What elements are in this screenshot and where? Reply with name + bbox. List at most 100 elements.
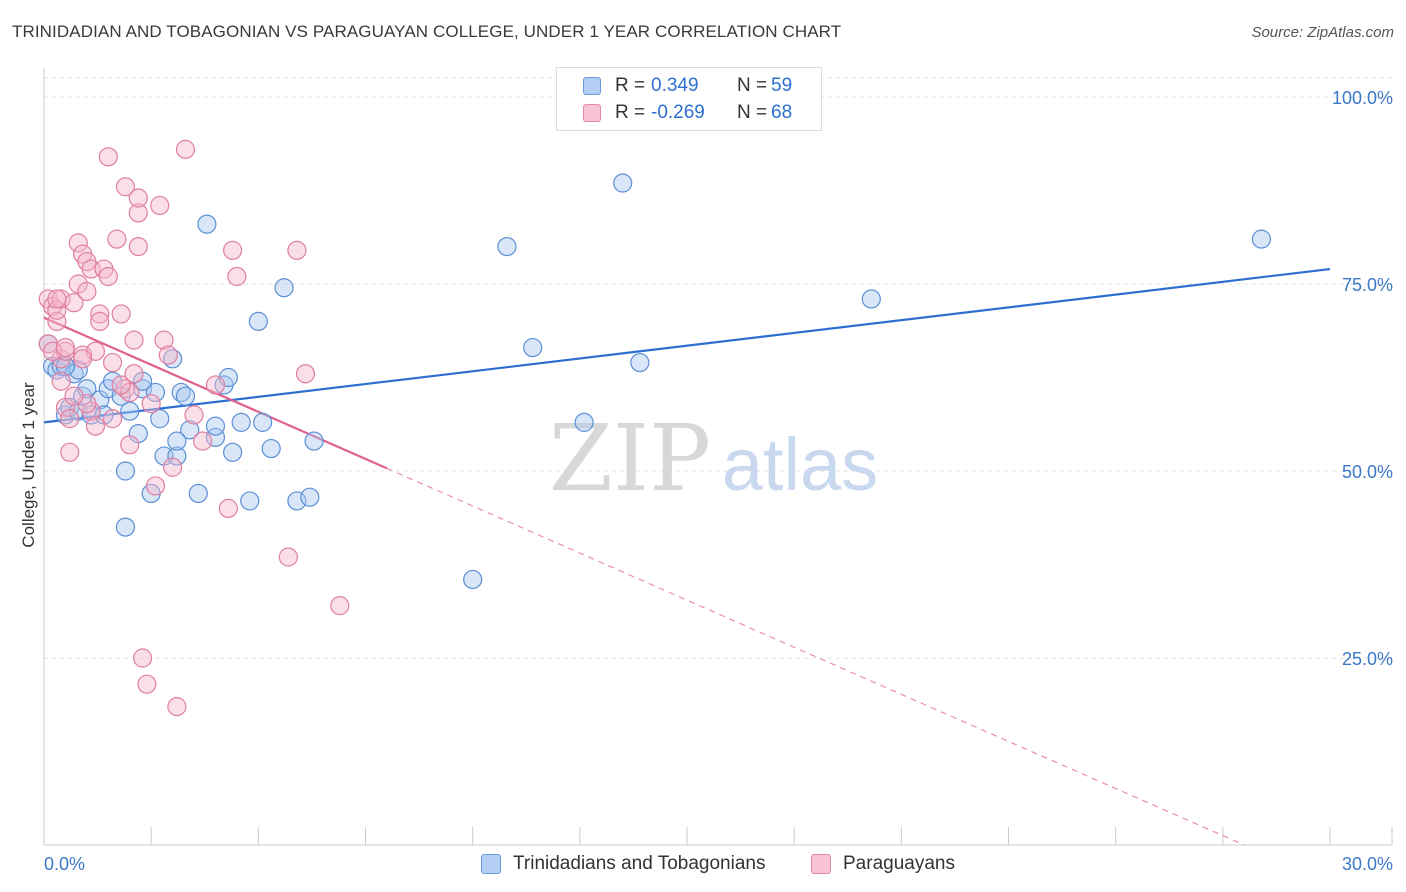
data-point-blue — [240, 491, 260, 511]
r-value: 0.349 — [651, 75, 699, 96]
data-point-pink — [175, 139, 196, 159]
data-point-pink — [115, 177, 136, 197]
data-point-pink — [154, 330, 174, 350]
data-point-blue — [132, 379, 153, 399]
data-point-pink — [128, 203, 148, 223]
data-point-pink — [128, 188, 148, 208]
data-point-pink — [145, 476, 166, 496]
data-point-pink — [128, 237, 148, 257]
r-label: R = — [615, 102, 646, 123]
data-point-pink — [111, 375, 131, 395]
data-point-pink — [167, 697, 187, 717]
data-point-blue — [167, 446, 187, 466]
data-point-blue — [630, 352, 650, 373]
trend-line-extension-pink — [386, 467, 1245, 846]
data-point-pink — [55, 337, 76, 358]
data-point-blue — [175, 386, 196, 406]
legend-item-trinidadians[interactable]: Trinidadians and Tobagonians — [481, 852, 765, 876]
data-point-blue — [261, 438, 281, 459]
n-label: N = — [737, 75, 768, 96]
data-point-blue — [197, 214, 217, 234]
stats-legend: R = 0.349 N = 59 R = -0.269 N = 68 — [556, 67, 822, 131]
data-point-pink — [278, 547, 298, 567]
data-point-pink — [132, 648, 153, 668]
data-point-pink — [72, 349, 93, 369]
data-point-pink — [184, 405, 204, 425]
data-point-pink — [330, 596, 350, 616]
data-point-pink — [163, 457, 183, 477]
pink-swatch — [583, 104, 601, 122]
data-point-pink — [193, 431, 213, 451]
data-point-pink — [124, 330, 144, 350]
data-point-blue — [145, 382, 166, 403]
y-tick-label: 50.0% — [1342, 462, 1393, 482]
data-point-pink — [218, 498, 238, 518]
data-point-blue — [115, 517, 136, 537]
watermark-atlas: atlas — [722, 423, 878, 506]
watermark-zip: ZIP — [549, 405, 711, 512]
data-point-pink — [47, 311, 67, 331]
blue-swatch — [583, 77, 601, 95]
x-tick-label: 0.0% — [44, 854, 85, 874]
x-tick-label: 30.0% — [1342, 854, 1393, 874]
legend-item-paraguayans[interactable]: Paraguayans — [811, 852, 955, 876]
data-point-pink — [47, 289, 67, 309]
data-point-pink — [51, 371, 71, 391]
stats-legend-row-pink: R = -0.269 N = 68 — [583, 101, 792, 125]
data-point-pink — [85, 416, 106, 436]
data-point-blue — [68, 360, 88, 380]
data-point-pink — [68, 233, 88, 253]
data-point-blue — [1251, 229, 1272, 249]
data-point-blue — [167, 431, 187, 451]
data-point-pink — [287, 240, 307, 260]
data-point-pink — [111, 304, 131, 324]
data-point-pink — [47, 300, 67, 320]
r-label: R = — [615, 75, 646, 96]
data-point-pink — [227, 266, 247, 287]
chart-title: TRINIDADIAN AND TOBAGONIAN VS PARAGUAYAN… — [12, 22, 842, 41]
labels-layer: 100.0% 75.0% 50.0% 25.0% 0.0% 30.0% College, U… — [19, 88, 1393, 874]
watermark: ZIP atlas — [549, 405, 878, 512]
data-point-pink — [98, 147, 118, 167]
source-label: Source: ZipAtlas.com — [1251, 24, 1394, 41]
n-value: 68 — [771, 102, 793, 123]
data-point-pink — [223, 240, 243, 260]
data-point-pink — [102, 352, 123, 373]
data-point-pink — [64, 386, 84, 406]
data-point-blue — [304, 431, 324, 451]
data-point-blue — [523, 337, 543, 358]
data-point-pink — [60, 409, 80, 429]
data-point-blue — [574, 412, 594, 432]
data-point-blue — [180, 420, 200, 440]
data-point-pink — [141, 394, 161, 414]
data-point-blue — [120, 401, 140, 421]
data-point-pink — [205, 375, 226, 395]
data-point-blue — [115, 461, 136, 481]
data-point-blue — [253, 412, 273, 432]
data-point-pink — [77, 281, 97, 302]
data-point-pink — [295, 364, 316, 384]
data-point-blue — [300, 487, 320, 507]
data-point-pink — [51, 289, 71, 309]
legend-label: Paraguayans — [843, 853, 955, 874]
data-point-pink — [90, 304, 110, 324]
data-point-blue — [613, 173, 633, 193]
blue-swatch — [481, 854, 501, 874]
data-point-pink — [158, 345, 178, 365]
y-axis-label: College, Under 1 year — [19, 382, 38, 548]
n-value: 59 — [771, 75, 793, 96]
data-point-blue — [274, 278, 294, 298]
data-point-pink — [98, 266, 118, 287]
r-value: -0.269 — [651, 102, 705, 123]
y-tick-label: 25.0% — [1342, 649, 1393, 669]
data-point-pink — [107, 229, 127, 249]
trend-line-blue — [43, 267, 1331, 424]
data-point-blue — [205, 427, 226, 447]
data-point-pink — [124, 364, 144, 384]
data-point-blue — [248, 311, 268, 331]
data-point-pink — [60, 442, 80, 462]
data-point-blue — [223, 442, 243, 462]
y-tick-label: 100.0% — [1332, 88, 1393, 108]
data-point-pink — [120, 435, 140, 455]
